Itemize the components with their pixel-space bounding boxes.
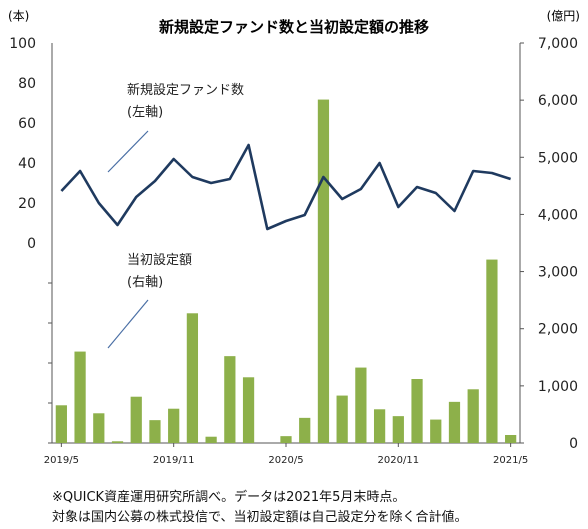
bar bbox=[168, 408, 180, 443]
right-tick-label: 6,000 bbox=[538, 93, 578, 109]
bar bbox=[299, 417, 311, 443]
right-tick-label: 1,000 bbox=[538, 379, 578, 395]
line-series-label: 新規設定ファンド数 bbox=[127, 82, 244, 98]
bar bbox=[505, 435, 517, 443]
line-series-axis-note: (左軸) bbox=[127, 105, 163, 120]
bar bbox=[355, 367, 367, 443]
bar bbox=[74, 351, 86, 443]
right-axis-unit: (億円) bbox=[547, 9, 580, 23]
bar bbox=[336, 395, 348, 443]
right-tick-label: 4,000 bbox=[538, 207, 578, 223]
bar bbox=[486, 259, 498, 443]
bar bbox=[280, 436, 292, 443]
left-tick-label: 20 bbox=[18, 196, 36, 212]
bar bbox=[392, 416, 404, 443]
right-tick-label: 0 bbox=[569, 436, 578, 452]
bar bbox=[149, 420, 161, 443]
bar bbox=[93, 413, 105, 443]
left-axis-unit: (本) bbox=[8, 9, 29, 23]
bar bbox=[373, 409, 386, 443]
bar bbox=[467, 389, 479, 443]
line-label-pointer bbox=[107, 130, 149, 173]
bar bbox=[224, 356, 236, 443]
bar bbox=[317, 99, 330, 444]
bar bbox=[205, 436, 217, 443]
right-tick-label: 7,000 bbox=[538, 36, 578, 52]
x-tick-label: 2019/11 bbox=[153, 455, 195, 466]
bar-series-axis-note: (右軸) bbox=[127, 275, 163, 290]
bar-series-annotation: 当初設定額 (右軸) bbox=[107, 252, 192, 349]
bar-series-label: 当初設定額 bbox=[127, 252, 192, 268]
bar bbox=[430, 419, 442, 443]
bar bbox=[111, 441, 124, 443]
bar bbox=[411, 379, 423, 443]
left-tick-label: 40 bbox=[18, 156, 36, 172]
bar-label-pointer bbox=[107, 299, 149, 349]
right-tick-label: 5,000 bbox=[538, 150, 578, 166]
bar bbox=[242, 377, 255, 443]
x-tick-label: 2020/11 bbox=[378, 455, 420, 466]
chart-title: 新規設定ファンド数と当初設定額の推移 bbox=[159, 18, 429, 36]
bar bbox=[186, 313, 199, 443]
x-tick-label: 2021/5 bbox=[493, 455, 528, 466]
right-tick-label: 3,000 bbox=[538, 265, 578, 281]
x-tick-label: 2019/5 bbox=[44, 455, 79, 466]
right-tick-label: 2,000 bbox=[538, 322, 578, 338]
left-tick-label: 0 bbox=[27, 236, 36, 252]
line-series-annotation: 新規設定ファンド数 (左軸) bbox=[107, 82, 244, 173]
plot-area: 0 20 40 60 80 100 0 1,000 2,000 3,000 4,000 5,000 6,… bbox=[9, 36, 578, 466]
source-note: ※QUICK資産運用研究所調べ。データは2021年5月末時点。 bbox=[52, 490, 406, 505]
bar bbox=[130, 396, 142, 443]
bar bbox=[448, 401, 461, 443]
left-tick-label: 60 bbox=[18, 116, 36, 132]
line-series bbox=[60, 143, 511, 231]
left-tick-label: 80 bbox=[18, 76, 36, 92]
bar bbox=[55, 405, 67, 443]
x-tick-label: 2020/5 bbox=[268, 455, 303, 466]
scope-note: 対象は国内公募の株式投信で、当初設定額は自己設定分を除く合計値。 bbox=[52, 510, 468, 525]
left-tick-label: 100 bbox=[9, 36, 36, 52]
